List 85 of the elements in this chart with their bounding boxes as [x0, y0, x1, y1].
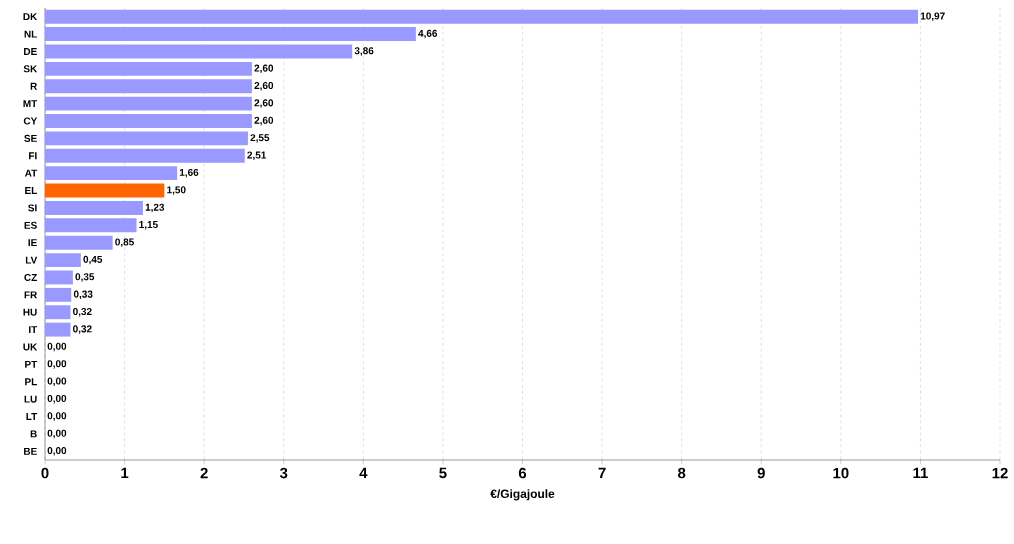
x-tick-label: 3 [279, 467, 288, 479]
bar [45, 305, 71, 320]
bar [45, 131, 248, 146]
bar [45, 270, 73, 285]
y-tick-label: IT [29, 326, 38, 334]
x-tick-label: 7 [598, 467, 606, 479]
data-label: 0,45 [83, 255, 103, 265]
y-tick-label: HU [23, 308, 37, 316]
y-tick-label: PT [25, 360, 38, 368]
data-label: 2,60 [254, 99, 274, 108]
y-tick-label: SE [24, 134, 37, 142]
bar [45, 79, 252, 94]
x-tick-label: 5 [439, 467, 447, 479]
bar [45, 235, 113, 250]
x-tick-label: 12 [992, 467, 1008, 479]
data-label: 0,00 [47, 412, 67, 421]
data-label: 2,51 [247, 151, 267, 161]
y-tick-label: SI [28, 204, 37, 212]
data-label: 1,66 [179, 168, 199, 178]
y-tick-label: DE [24, 48, 37, 55]
y-tick-label: CZ [24, 273, 37, 281]
y-tick-label: IE [28, 239, 37, 247]
data-label: 0,32 [73, 325, 92, 334]
data-label: 2,60 [254, 116, 274, 126]
y-tick-label: CY [23, 117, 38, 125]
data-label: 1,15 [139, 221, 158, 230]
y-tick-label: BE [24, 447, 37, 455]
data-label: 2,55 [250, 134, 270, 143]
y-tick-label: LU [24, 395, 37, 403]
data-label: 0,00 [47, 394, 67, 404]
y-tick-label: PL [25, 378, 37, 386]
data-label: 0,00 [47, 377, 67, 387]
data-label: 4,66 [418, 29, 438, 39]
bar [45, 61, 252, 76]
data-label: 0,00 [47, 447, 67, 456]
x-tick-label: 6 [518, 467, 527, 479]
bar [45, 253, 81, 268]
x-tick-label: 0 [41, 467, 49, 479]
y-tick-label: UK [23, 343, 38, 351]
x-tick-label: 4 [359, 467, 368, 479]
x-tick-label: 11 [913, 467, 928, 479]
x-tick-label: 8 [677, 467, 686, 479]
bar [45, 44, 353, 59]
bar [45, 166, 178, 181]
bar [45, 200, 143, 215]
data-label: 2,60 [254, 64, 274, 74]
y-tick-label: MT [23, 100, 38, 108]
x-tick-label: 1 [121, 467, 129, 479]
y-tick-label: SK [23, 65, 38, 73]
bar [45, 114, 252, 128]
data-label: 3,86 [354, 47, 374, 56]
data-label: 0,00 [47, 360, 67, 369]
x-tick-label: 9 [757, 467, 765, 479]
data-label: 0,00 [47, 429, 67, 439]
bar [45, 148, 245, 163]
y-tick-label: NL [24, 30, 37, 38]
data-label: 0,85 [115, 238, 134, 247]
bar [45, 96, 252, 111]
y-tick-label: EL [25, 187, 37, 194]
data-label: 10,97 [920, 12, 945, 21]
data-label: 1,23 [145, 203, 165, 213]
y-tick-label: B [30, 430, 37, 438]
y-tick-label: ES [24, 221, 37, 229]
data-label: 0,32 [73, 307, 92, 317]
data-label: 0,00 [47, 342, 67, 352]
y-tick-label: LV [25, 256, 38, 264]
bar [45, 287, 72, 302]
x-axis-title: €/Gigajoule [490, 489, 555, 501]
bar [45, 322, 71, 337]
x-tick-label: 2 [200, 467, 208, 479]
data-label: 1,50 [167, 186, 186, 195]
data-label: 0,33 [73, 290, 93, 300]
data-label: 2,60 [254, 81, 274, 91]
bar [45, 183, 165, 198]
data-label: 0,35 [75, 273, 95, 282]
bar [45, 27, 416, 42]
y-tick-label: DK [23, 13, 38, 21]
bar [45, 218, 137, 233]
bar [45, 9, 919, 24]
y-tick-label: LT [26, 413, 38, 420]
y-tick-label: AT [24, 169, 38, 177]
x-tick-label: 10 [833, 467, 849, 479]
y-tick-label: FI [29, 152, 37, 160]
y-tick-label: R [30, 82, 38, 90]
y-tick-label: FR [24, 291, 38, 299]
